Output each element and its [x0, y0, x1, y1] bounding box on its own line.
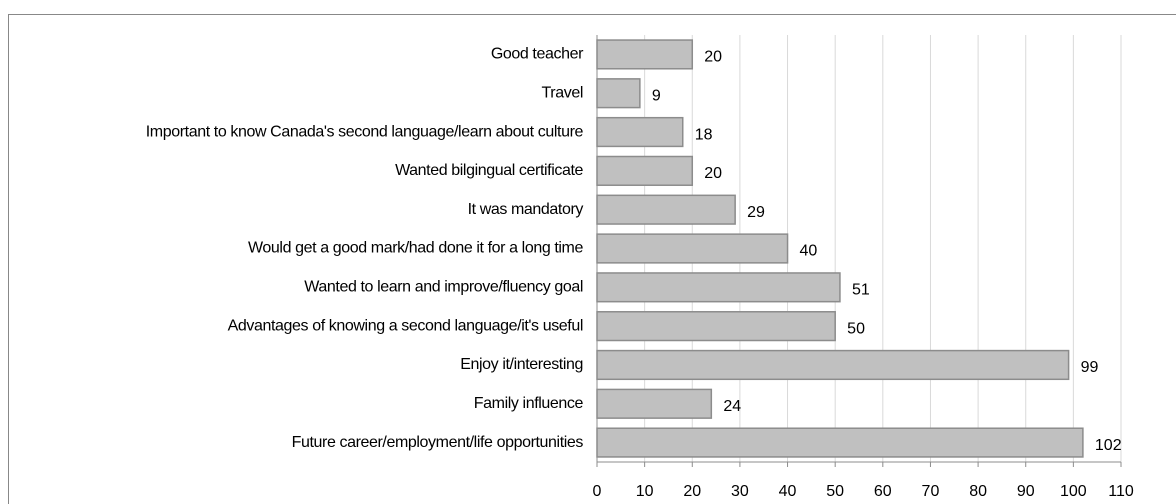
x-tick-label: 70	[922, 483, 940, 500]
y-tick-label: Family influence	[474, 395, 584, 412]
x-tick-label: 80	[969, 483, 987, 500]
y-tick-label: Advantages of knowing a second language/…	[228, 317, 583, 334]
bar	[596, 388, 713, 419]
bar	[596, 194, 736, 225]
bar	[596, 311, 836, 342]
bar	[596, 272, 841, 303]
bar	[596, 427, 1084, 458]
y-tick-label: Future career/employment/life opportunit…	[292, 434, 584, 451]
bar	[596, 349, 1070, 381]
x-tick-label: 110	[1108, 483, 1134, 500]
data-label: 102	[1095, 437, 1122, 454]
data-label: 99	[1081, 359, 1099, 376]
x-tick-label: 20	[683, 483, 701, 500]
data-label: 40	[800, 243, 818, 260]
data-label: 9	[652, 87, 661, 104]
y-tick-label: Travel	[542, 84, 583, 101]
data-label: 51	[852, 282, 870, 299]
y-tick-label: Good teacher	[491, 46, 584, 63]
chart-frame	[8, 14, 1176, 504]
x-tick-label: 100	[1060, 483, 1087, 500]
x-tick-label: 50	[826, 483, 844, 500]
y-tick-label: Wanted to learn and improve/fluency goal	[304, 279, 583, 296]
y-tick-label: Important to know Canada's second langua…	[146, 123, 584, 140]
x-tick-label: 30	[731, 483, 749, 500]
x-tick-label: 40	[779, 483, 797, 500]
x-tick-label: 10	[636, 483, 654, 500]
data-label: 50	[847, 320, 865, 337]
y-tick-label: Would get a good mark/had done it for a …	[248, 240, 583, 257]
bar	[596, 39, 694, 70]
x-tick-label: 60	[874, 483, 892, 500]
bar	[596, 233, 789, 264]
data-label: 20	[704, 49, 722, 66]
y-tick-label: Enjoy it/interesting	[460, 356, 583, 373]
y-tick-label: It was mandatory	[468, 201, 584, 218]
x-tick-label: 0	[593, 483, 602, 500]
data-label: 24	[723, 398, 741, 415]
data-label: 18	[695, 126, 713, 143]
bar	[596, 78, 641, 109]
y-tick-label: Wanted bilgingual certificate	[395, 162, 583, 179]
data-label: 20	[704, 165, 722, 182]
bar	[596, 116, 684, 148]
bar	[596, 155, 694, 186]
data-label: 29	[747, 204, 765, 221]
x-tick-label: 90	[1017, 483, 1035, 500]
